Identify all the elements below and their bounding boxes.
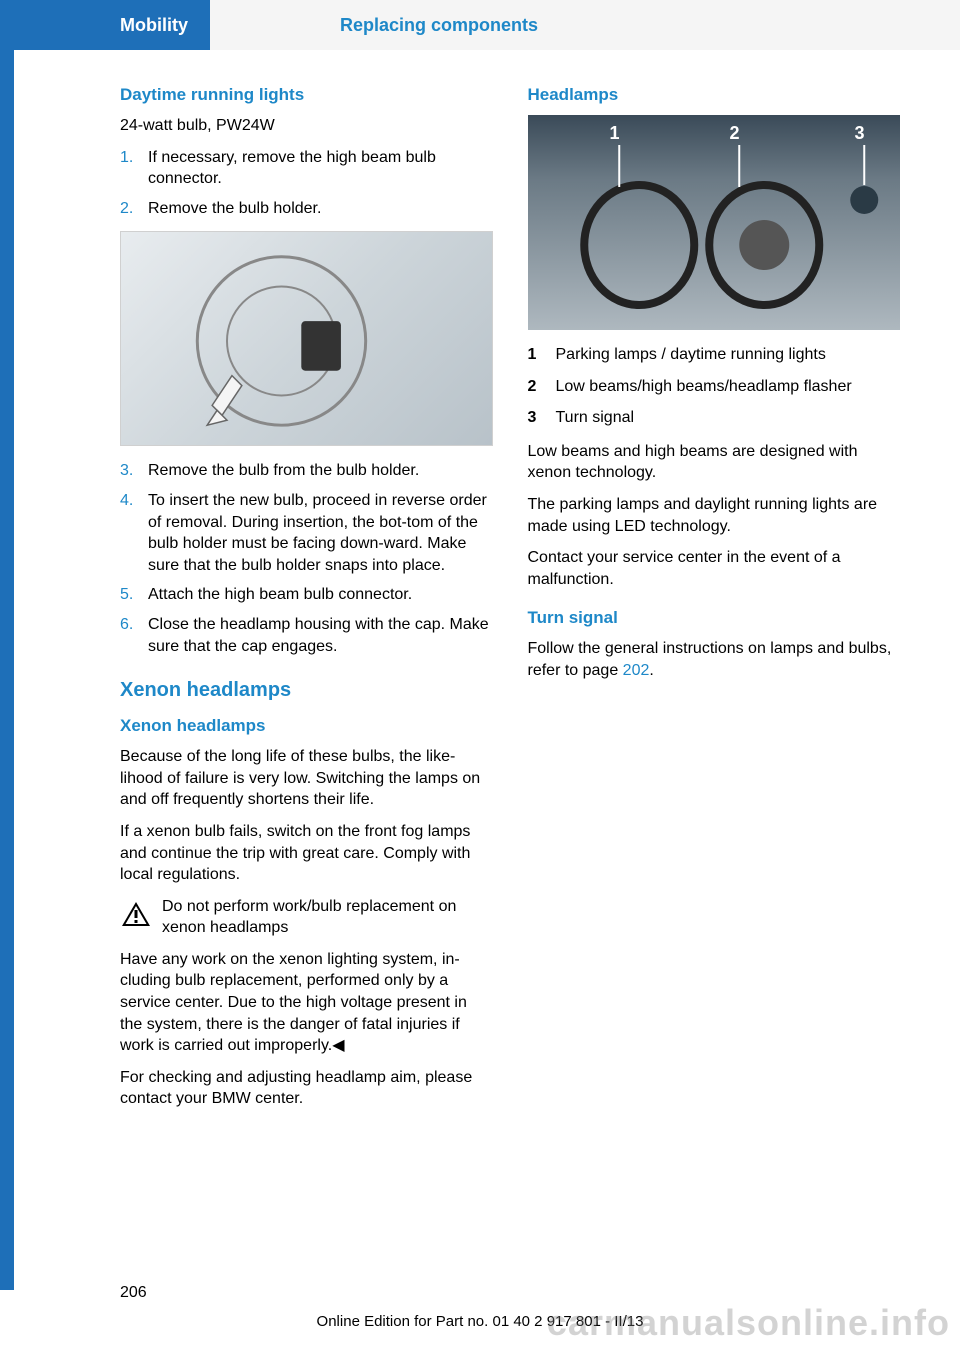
step-num: 6. (120, 614, 148, 657)
turn-signal-p: Follow the general instructions on lamps… (528, 638, 901, 681)
left-column: Daytime running lights 24-watt bulb, PW2… (120, 85, 493, 1120)
step-num: 2. (120, 198, 148, 220)
step-num: 5. (120, 584, 148, 606)
headlamp-p1: Low beams and high beams are designed wi… (528, 441, 901, 484)
step-text: Remove the bulb holder. (148, 198, 493, 220)
xenon-p4: For checking and adjusting headlamp aim,… (120, 1067, 493, 1110)
heading-daytime: Daytime running lights (120, 85, 493, 105)
warning-icon (120, 900, 152, 928)
content: Daytime running lights 24-watt bulb, PW2… (120, 85, 900, 1120)
headlamp-image: 1 2 3 (528, 115, 901, 330)
ts-text-c: . (649, 662, 653, 679)
xenon-p2: If a xenon bulb fails, switch on the fro… (120, 821, 493, 886)
warning-block: Do not perform work/bulb replacement on … (120, 896, 493, 939)
heading-turn-signal: Turn signal (528, 608, 901, 628)
legend-text: Parking lamps / daytime running lights (556, 344, 826, 366)
xenon-p1: Because of the long life of these bulbs,… (120, 746, 493, 811)
header-section: Replacing components (340, 15, 538, 36)
list-item: 1.If necessary, remove the high beam bul… (120, 147, 493, 190)
legend-item: 3Turn signal (528, 407, 901, 429)
step-num: 3. (120, 460, 148, 482)
list-item: 4.To insert the new bulb, proceed in rev… (120, 490, 493, 576)
step-text: Remove the bulb from the bulb holder. (148, 460, 493, 482)
warning-text: Do not perform work/bulb replacement on … (162, 896, 493, 939)
legend: 1Parking lamps / daytime running lights … (528, 344, 901, 429)
header-mobility: Mobility (0, 0, 210, 50)
step-text: If necessary, remove the high beam bulb … (148, 147, 493, 190)
list-item: 5.Attach the high beam bulb connector. (120, 584, 493, 606)
steps-b: 3.Remove the bulb from the bulb holder. … (120, 460, 493, 657)
legend-item: 2Low beams/high beams/headlamp flasher (528, 376, 901, 398)
bulb-spec: 24-watt bulb, PW24W (120, 115, 493, 137)
heading-xenon-main: Xenon headlamps (120, 679, 493, 702)
right-column: Headlamps 1 2 3 1Parking lamps / daytime… (528, 85, 901, 1120)
legend-num: 1 (528, 344, 556, 366)
img-label-1: 1 (610, 123, 620, 144)
steps-a: 1.If necessary, remove the high beam bul… (120, 147, 493, 220)
heading-headlamps: Headlamps (528, 85, 901, 105)
legend-text: Turn signal (556, 407, 635, 429)
step-num: 4. (120, 490, 148, 576)
step-num: 1. (120, 147, 148, 190)
watermark: carmanualsonline.info (547, 1302, 950, 1344)
ts-text-a: Follow the general instructions on lamps… (528, 640, 892, 679)
step-text: Close the headlamp housing with the cap.… (148, 614, 493, 657)
heading-xenon-sub: Xenon headlamps (120, 716, 493, 736)
page-ref-link[interactable]: 202 (623, 662, 650, 679)
legend-num: 3 (528, 407, 556, 429)
img-label-3: 3 (855, 123, 865, 144)
step-text: To insert the new bulb, proceed in rever… (148, 490, 493, 576)
legend-item: 1Parking lamps / daytime running lights (528, 344, 901, 366)
xenon-p3: Have any work on the xenon lighting syst… (120, 949, 493, 1057)
headlamp-p2: The parking lamps and daylight running l… (528, 494, 901, 537)
legend-text: Low beams/high beams/headlamp flasher (556, 376, 852, 398)
img-label-2: 2 (730, 123, 740, 144)
list-item: 3.Remove the bulb from the bulb holder. (120, 460, 493, 482)
bulb-holder-image (120, 231, 493, 446)
list-item: 2.Remove the bulb holder. (120, 198, 493, 220)
list-item: 6.Close the headlamp housing with the ca… (120, 614, 493, 657)
step-text: Attach the high beam bulb connector. (148, 584, 493, 606)
legend-num: 2 (528, 376, 556, 398)
side-bar (0, 0, 14, 1290)
page-number: 206 (120, 1284, 147, 1302)
page-header: Mobility Replacing components (0, 0, 960, 50)
headlamp-p3: Contact your service center in the event… (528, 547, 901, 590)
